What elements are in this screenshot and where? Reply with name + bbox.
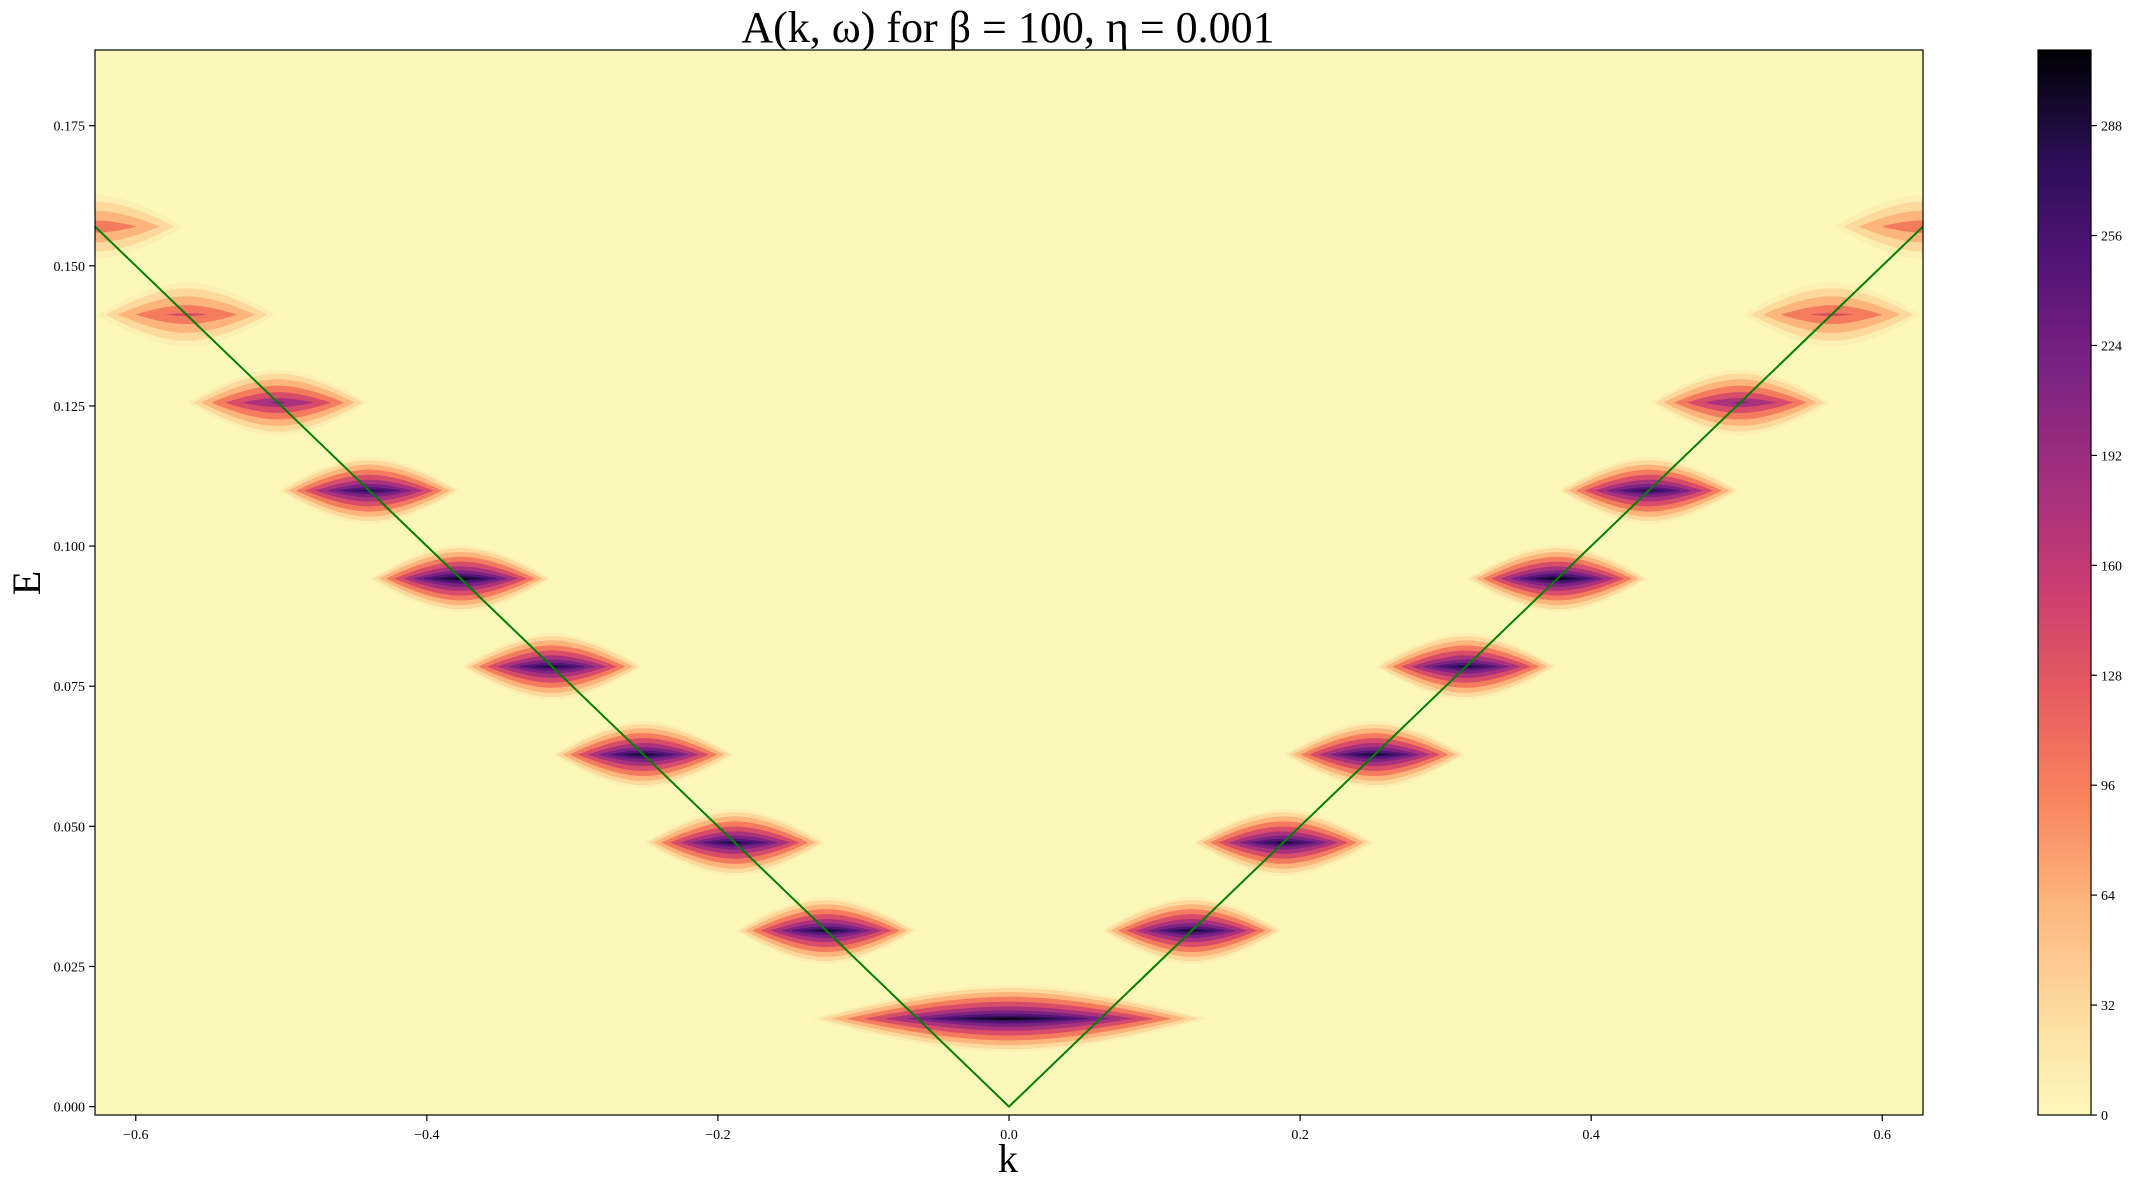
colorbar-tick-label: 96 [2101,779,2115,794]
x-axis-label: k [998,1136,1018,1181]
y-tick-label: 0.175 [54,120,86,135]
y-tick-label: 0.100 [54,540,86,555]
colorbar-tick-label: 32 [2101,999,2115,1014]
colorbar-tick-label: 160 [2101,559,2122,574]
spectral-peak [1834,194,1923,259]
x-tick-label: 0.6 [1873,1128,1891,1143]
peak-contour [985,1017,1033,1020]
colorbar-tick-label: 0 [2101,1109,2108,1124]
colorbar-tick-label: 288 [2101,120,2122,135]
y-axis-label: E [4,571,49,595]
colorbar-tick-label: 224 [2101,339,2122,354]
colorbar-tick-label: 256 [2101,230,2122,245]
colorbar-tick-label: 64 [2101,889,2115,904]
spectral-peak [95,194,184,259]
spectral-peak [370,545,552,613]
y-tick-label: 0.000 [54,1101,86,1116]
y-tick-label: 0.075 [54,680,86,695]
spectral-peak [1101,897,1283,965]
x-tick-label: 0.4 [1582,1128,1600,1143]
colorbar-tick-label: 192 [2101,449,2122,464]
x-axis-ticks: −0.6 −0.4 −0.2 0.0 0.2 0.4 0.6 [123,1115,1891,1143]
spectral-peak [1284,721,1466,789]
peak-contour [1881,220,1923,233]
y-tick-label: 0.050 [54,820,86,835]
y-tick-label: 0.025 [54,960,86,975]
peak-contour [95,220,137,233]
x-tick-label: −0.2 [705,1128,730,1143]
spectral-peaks [95,194,1923,1053]
y-axis-ticks: 0.000 0.025 0.050 0.075 0.100 0.125 0.150 0.175 [54,120,95,1116]
x-tick-label: 0.0 [1000,1128,1018,1143]
plot-background [95,50,1923,1115]
y-tick-label: 0.150 [54,260,86,275]
spectral-peak [811,985,1207,1053]
colorbar-tick-label: 128 [2101,669,2122,684]
colorbar [2037,49,2092,1116]
colorbar-ticks: 0 32 64 96 128 160 192 224 256 288 [2091,120,2122,1124]
x-tick-label: −0.4 [414,1128,439,1143]
chart-title: A(k, ω) for β = 100, η = 0.001 [741,3,1274,52]
dispersion-layer [95,225,1923,1108]
dispersion-line [95,225,1923,1108]
y-tick-label: 0.125 [54,400,86,415]
x-tick-label: 0.2 [1291,1128,1309,1143]
x-tick-label: −0.6 [123,1128,148,1143]
